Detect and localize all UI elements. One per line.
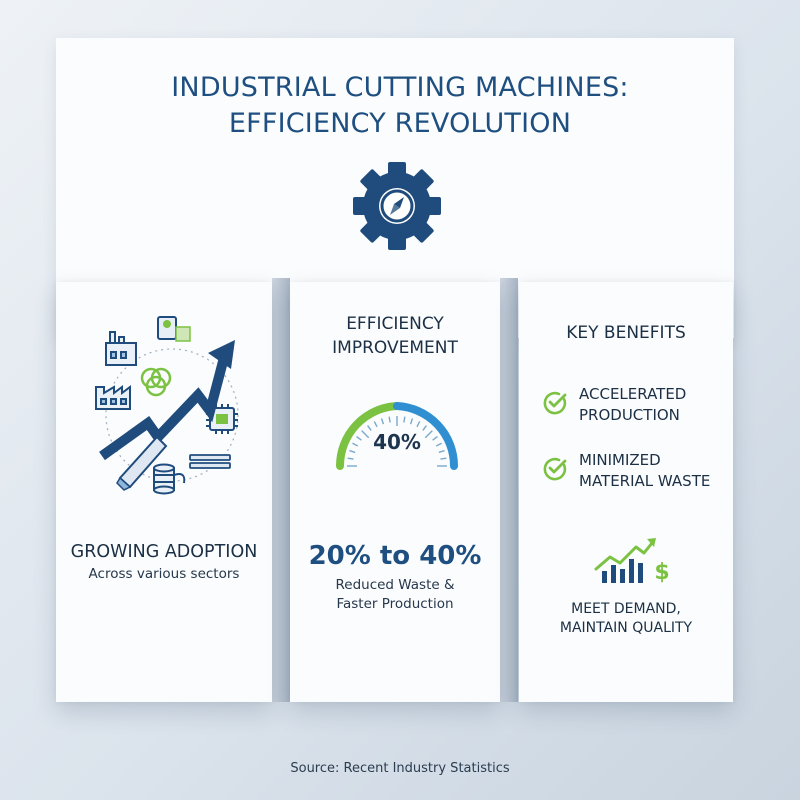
- benefit-label: ACCELERATED PRODUCTION: [579, 384, 686, 426]
- blade-icon: [116, 435, 168, 491]
- benefits-footer: MEET DEMAND, MAINTAIN QUALITY: [519, 600, 733, 638]
- gauge-tick: [438, 449, 445, 454]
- benefit-label-line-1: MINIMIZED: [579, 451, 661, 469]
- gauge-tick: [373, 421, 378, 428]
- adoption-subtitle: Across various sectors: [88, 566, 240, 582]
- source-note: Source: Recent Industry Statistics: [290, 761, 510, 776]
- gauge-tick: [349, 449, 356, 454]
- benefit-item: ACCELERATED PRODUCTION: [542, 384, 712, 434]
- efficiency-description: Reduced Waste & Faster Production: [290, 576, 500, 614]
- gauge-tick: [424, 430, 433, 439]
- benefits-footer-line-2: MAINTAIN QUALITY: [559, 620, 693, 636]
- title-line-2: EFFICIENCY REVOLUTION: [228, 108, 572, 139]
- cable-spool-icon: [153, 463, 186, 495]
- title-line-1: INDUSTRIAL CUTTING MACHINES:: [171, 72, 629, 103]
- efficiency-gauge: [335, 402, 459, 470]
- gauge-tick: [409, 418, 414, 425]
- gauge-tick: [422, 425, 427, 431]
- gauge-tick: [416, 421, 421, 428]
- benefits-footer-line-1: MEET DEMAND,: [571, 601, 681, 617]
- efficiency-desc-line-2: Faster Production: [336, 596, 454, 612]
- trend-arrow-icon: [99, 340, 235, 461]
- gauge-tick: [403, 416, 406, 423]
- gauge-tick: [432, 436, 438, 441]
- efficiency-heading-line-2: IMPROVEMENT: [332, 338, 458, 358]
- efficiency-desc-line-1: Reduced Waste &: [335, 577, 455, 593]
- wire-coil-icon: [140, 367, 172, 397]
- check-circle-icon: [543, 391, 567, 415]
- gauge-tick: [435, 442, 442, 447]
- gauge-tick: [347, 457, 354, 460]
- factory-icon: [105, 331, 137, 366]
- gauge-tick: [388, 416, 391, 423]
- benefits-heading: KEY BENEFITS: [566, 323, 686, 343]
- growth-chart-dollar-icon: $: [594, 538, 670, 585]
- svg-text:$: $: [654, 560, 669, 585]
- gauge-value: 40%: [373, 430, 421, 454]
- gauge-tick: [367, 425, 372, 431]
- gauge-tick: [356, 436, 362, 441]
- efficiency-range: 20% to 40%: [308, 541, 482, 571]
- gauge-tick: [361, 430, 370, 439]
- check-circle-icon: [543, 457, 567, 481]
- benefit-label-line-1: ACCELERATED: [579, 385, 687, 403]
- benefit-label-line-2: PRODUCTION: [579, 406, 680, 424]
- column-divider: [272, 278, 290, 702]
- gauge-tick: [440, 457, 447, 460]
- benefit-item: MINIMIZED MATERIAL WASTE: [542, 450, 712, 500]
- column-divider: [500, 278, 518, 702]
- page-title: INDUSTRIAL CUTTING MACHINES: EFFICIENCY …: [0, 70, 800, 142]
- gauge-tick: [352, 442, 359, 447]
- benefits-panel: [519, 282, 733, 702]
- benefit-label: MINIMIZED MATERIAL WASTE: [579, 450, 710, 492]
- efficiency-panel: [290, 282, 500, 702]
- microchip-icon: [206, 404, 238, 434]
- gear-compass-icon: [353, 162, 441, 250]
- adoption-illustration: [95, 316, 239, 495]
- efficiency-heading: EFFICIENCY IMPROVEMENT: [290, 312, 500, 360]
- metal-bars-icon: [189, 454, 231, 469]
- adoption-heading: GROWING ADOPTION: [70, 542, 258, 562]
- benefit-label-line-2: MATERIAL WASTE: [579, 472, 711, 490]
- factory-icon: [95, 385, 131, 410]
- material-roll-icon: [157, 316, 191, 342]
- gauge-tick: [380, 418, 385, 425]
- efficiency-heading-line-1: EFFICIENCY: [346, 314, 444, 334]
